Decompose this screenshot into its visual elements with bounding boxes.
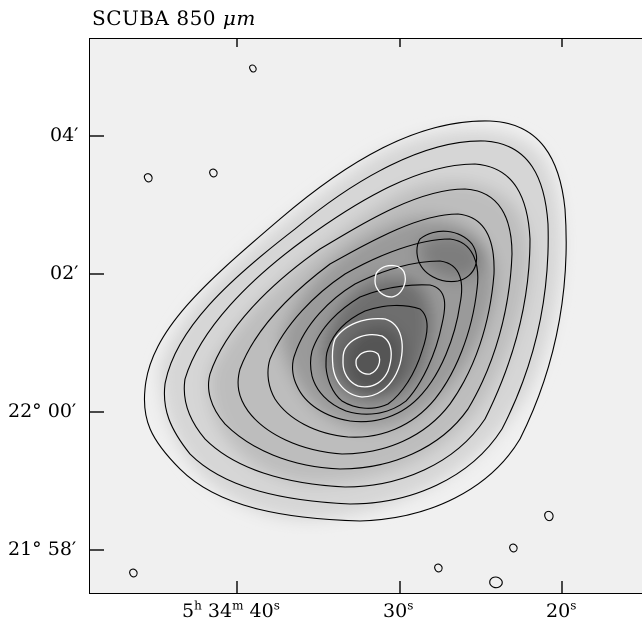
x-tick-30: 30s bbox=[383, 598, 414, 622]
inner-contours bbox=[331, 264, 406, 398]
x-tick-40: 5h 34m 40s bbox=[182, 598, 280, 622]
y-tick-04: 04′ bbox=[50, 124, 79, 146]
tick-marks bbox=[90, 39, 563, 593]
y-tick-00: 22° 00′ bbox=[8, 400, 77, 422]
intensity-map bbox=[90, 39, 642, 593]
emission-gray bbox=[160, 130, 562, 520]
y-tick-58: 21° 58′ bbox=[8, 538, 77, 560]
contours bbox=[129, 64, 567, 589]
map-frame bbox=[89, 38, 642, 594]
y-tick-02: 02′ bbox=[50, 262, 79, 284]
plot-title: SCUBA 850 μm bbox=[92, 6, 256, 30]
x-tick-20: 20s bbox=[546, 598, 577, 622]
